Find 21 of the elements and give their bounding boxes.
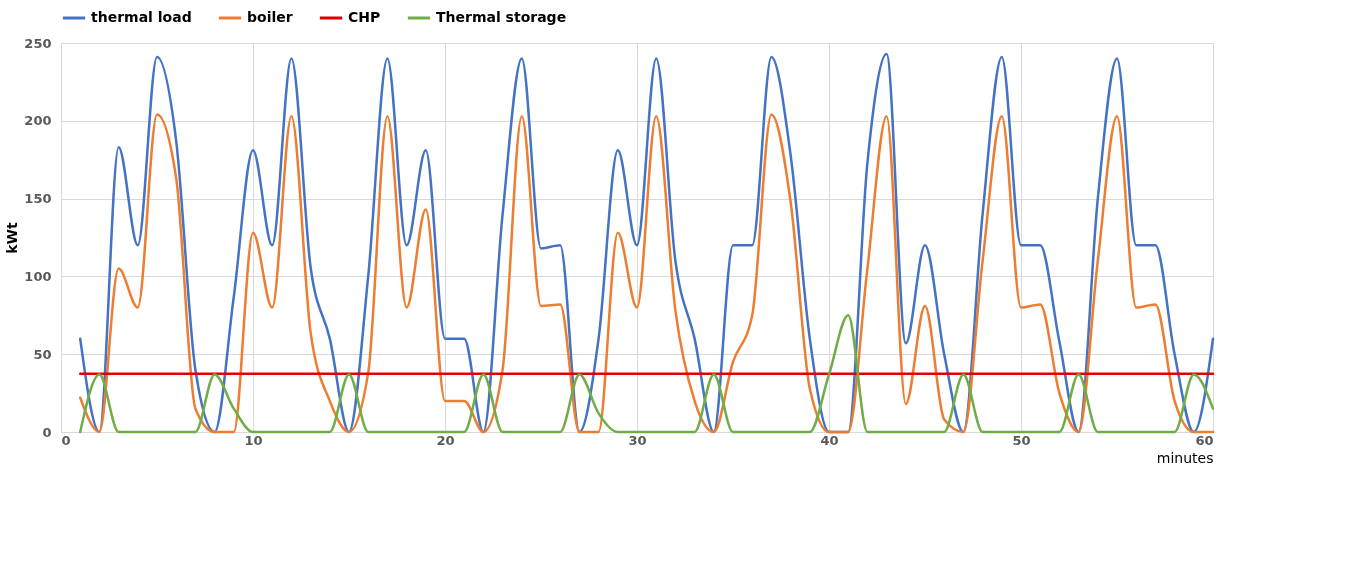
x-tick-label: 40 xyxy=(820,432,839,448)
x-tick-label: 20 xyxy=(436,432,455,448)
y-axis-title: kWt xyxy=(4,221,21,254)
legend-label: thermal load xyxy=(91,9,192,25)
x-axis-title: minutes xyxy=(1156,449,1214,466)
x-tick-label: 50 xyxy=(1012,432,1031,448)
y-tick-label: 200 xyxy=(24,113,52,129)
x-tick-label: 30 xyxy=(628,432,647,448)
legend-label: CHP xyxy=(348,9,381,25)
y-tick-label: 100 xyxy=(24,268,52,284)
line-series xyxy=(78,113,1215,434)
line-series xyxy=(78,52,1215,434)
y-tick-label: 250 xyxy=(24,35,52,51)
x-tick-label: 60 xyxy=(1195,432,1214,448)
line-series xyxy=(78,314,1215,434)
y-tick-label: 150 xyxy=(24,191,52,207)
legend-label: Thermal storage xyxy=(436,9,567,25)
x-tick-label: 0 xyxy=(61,432,71,448)
y-tick-label: 50 xyxy=(33,346,52,362)
legend-label: boiler xyxy=(247,9,293,25)
x-tick-label: 10 xyxy=(244,432,263,448)
